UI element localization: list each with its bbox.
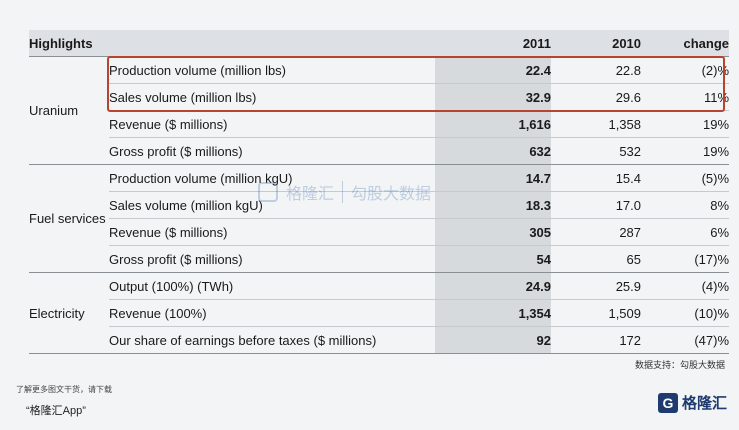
metric-label: Production volume (million lbs) bbox=[109, 56, 436, 84]
value-2011: 305 bbox=[435, 218, 552, 246]
table-row: Revenue ($ millions) 1,616 1,358 19% bbox=[29, 110, 730, 138]
table-row: Sales volume (million lbs) 32.9 29.6 11% bbox=[29, 83, 730, 111]
header-highlights: Highlights bbox=[29, 30, 436, 57]
value-2011: 18.3 bbox=[435, 191, 552, 219]
value-change: (47)% bbox=[641, 326, 730, 354]
table-row: Fuel services Production volume (million… bbox=[29, 164, 730, 273]
value-2010: 287 bbox=[551, 218, 642, 246]
metric-label: Output (100%) (TWh) bbox=[109, 272, 436, 300]
watermark-divider bbox=[342, 181, 344, 203]
metric-label: Revenue ($ millions) bbox=[109, 218, 436, 246]
header-change: change bbox=[641, 30, 730, 57]
value-2010: 1,358 bbox=[551, 110, 642, 138]
value-2010: 1,509 bbox=[551, 299, 642, 327]
value-change: (10)% bbox=[641, 299, 730, 327]
value-2011: 92 bbox=[435, 326, 552, 354]
header-2011: 2011 bbox=[435, 30, 552, 57]
value-2011: 1,616 bbox=[435, 110, 552, 138]
value-2010: 29.6 bbox=[551, 83, 642, 111]
metric-label: Sales volume (million kgU) bbox=[109, 191, 436, 219]
value-change: 8% bbox=[641, 191, 730, 219]
value-change: (4)% bbox=[641, 272, 730, 300]
value-change: 11% bbox=[641, 83, 730, 111]
table-row: Our share of earnings before taxes ($ mi… bbox=[29, 326, 730, 354]
header-2010: 2010 bbox=[551, 30, 642, 57]
value-change: (17)% bbox=[641, 245, 730, 273]
metric-label: Gross profit ($ millions) bbox=[109, 137, 436, 165]
watermark-left-text: 格隆汇 bbox=[286, 186, 335, 203]
brand-mark-icon: G bbox=[657, 392, 678, 413]
value-2011: 32.9 bbox=[435, 83, 552, 111]
table-row: Uranium Production volume (million lbs) … bbox=[29, 56, 730, 165]
value-2010: 25.9 bbox=[551, 272, 642, 300]
value-2011: 54 bbox=[435, 245, 552, 273]
metric-label: Production volume (million kgU) bbox=[109, 164, 436, 192]
watermark-logo-icon bbox=[258, 182, 278, 202]
footer-download-text: 了解更多图文干货，请下载 bbox=[16, 385, 112, 394]
table-row: Gross profit ($ millions) 54 65 (17)% bbox=[29, 245, 730, 273]
segment-label: Fuel services bbox=[29, 164, 109, 273]
table-row: Sales volume (million kgU) 18.3 17.0 8% bbox=[29, 191, 730, 219]
value-2011: 22.4 bbox=[435, 56, 552, 84]
value-2010: 532 bbox=[551, 137, 642, 165]
metric-label: Revenue (100%) bbox=[109, 299, 436, 327]
table-row: Revenue ($ millions) 305 287 6% bbox=[29, 218, 730, 246]
metric-label: Gross profit ($ millions) bbox=[109, 245, 436, 273]
table-header-row: Highlights 2011 2010 change bbox=[29, 30, 730, 57]
table-row: Electricity Output (100%) (TWh) 24.9 25.… bbox=[29, 272, 730, 354]
value-2011: 632 bbox=[435, 137, 552, 165]
value-2010: 65 bbox=[551, 245, 642, 273]
watermark: 格隆汇 勾股大数据 bbox=[258, 180, 431, 204]
brand-logo: G 格隆汇 bbox=[657, 392, 727, 413]
table-row: Revenue (100%) 1,354 1,509 (10)% bbox=[29, 299, 730, 327]
value-2011: 1,354 bbox=[435, 299, 552, 327]
segment-label: Electricity bbox=[29, 272, 109, 354]
value-2010: 172 bbox=[551, 326, 642, 354]
table-row: Gross profit ($ millions) 632 532 19% bbox=[29, 137, 730, 165]
metric-label: Sales volume (million lbs) bbox=[109, 83, 436, 111]
highlights-table: Highlights 2011 2010 change Uranium Prod… bbox=[29, 30, 730, 354]
metric-label: Revenue ($ millions) bbox=[109, 110, 436, 138]
value-change: (5)% bbox=[641, 164, 730, 192]
value-2011: 14.7 bbox=[435, 164, 552, 192]
value-2010: 17.0 bbox=[551, 191, 642, 219]
value-2010: 15.4 bbox=[551, 164, 642, 192]
value-change: 19% bbox=[641, 137, 730, 165]
source-note: 数据支持：勾股大数据 bbox=[634, 360, 725, 370]
value-change: (2)% bbox=[641, 56, 730, 84]
segment-label: Uranium bbox=[29, 56, 109, 165]
value-2011: 24.9 bbox=[435, 272, 552, 300]
highlights-table-wrapper: Highlights 2011 2010 change Uranium Prod… bbox=[29, 30, 730, 354]
footer-app-name: “格隆汇App” bbox=[26, 405, 86, 417]
value-change: 19% bbox=[641, 110, 730, 138]
metric-label: Our share of earnings before taxes ($ mi… bbox=[109, 326, 436, 354]
value-2010: 22.8 bbox=[551, 56, 642, 84]
brand-name: 格隆汇 bbox=[681, 395, 727, 412]
value-change: 6% bbox=[641, 218, 730, 246]
table-body: Uranium Production volume (million lbs) … bbox=[29, 56, 730, 354]
watermark-right-text: 勾股大数据 bbox=[351, 186, 432, 203]
